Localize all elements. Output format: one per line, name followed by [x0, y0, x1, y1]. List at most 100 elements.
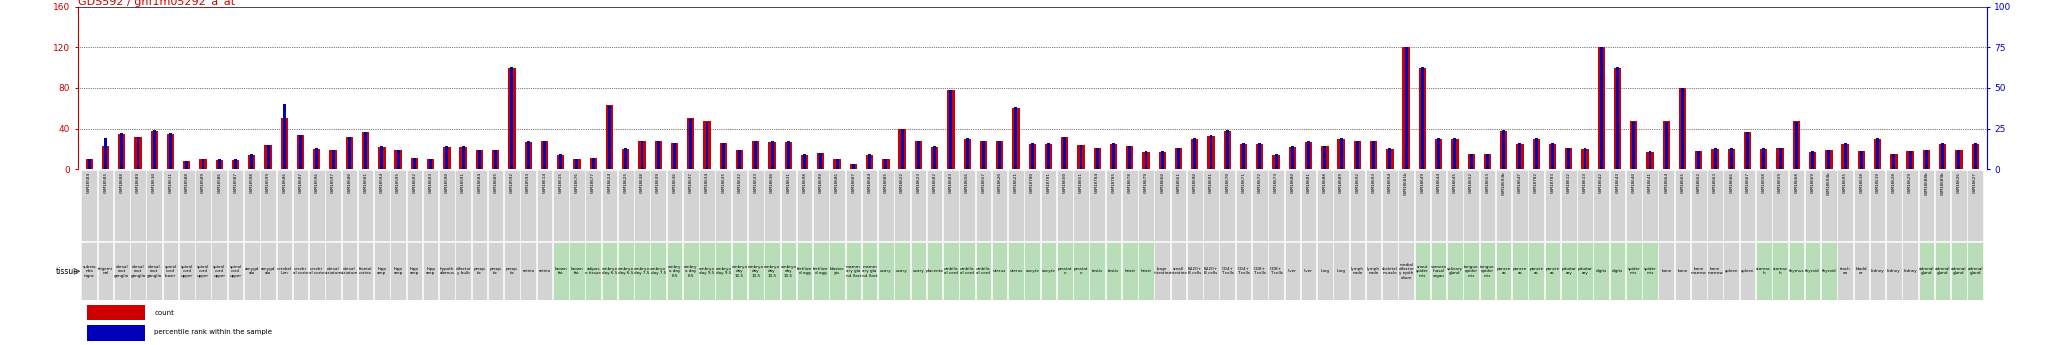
Bar: [1755, 243, 1772, 300]
Text: frontal
cortex: frontal cortex: [358, 267, 373, 275]
Bar: [682, 243, 698, 300]
Bar: [991, 243, 1008, 300]
Bar: [201, 159, 205, 169]
Bar: [1464, 243, 1479, 300]
Text: adipos
e tissue: adipos e tissue: [586, 267, 602, 275]
Bar: [412, 158, 418, 169]
Bar: [1739, 243, 1755, 300]
Text: adrenal
gland: adrenal gland: [1919, 267, 1933, 275]
Text: trach
ea: trach ea: [1839, 267, 1851, 275]
Text: GSM18643: GSM18643: [1616, 172, 1620, 193]
Bar: [655, 141, 662, 169]
Bar: [184, 161, 188, 169]
Bar: [88, 305, 145, 320]
Text: GSM18620: GSM18620: [997, 172, 1001, 193]
Bar: [1565, 148, 1573, 169]
Text: spleen: spleen: [1741, 269, 1755, 273]
Bar: [1382, 170, 1397, 241]
Bar: [1561, 243, 1577, 300]
Text: GSM18605: GSM18605: [494, 172, 498, 193]
Text: GSM18651: GSM18651: [1079, 172, 1083, 193]
Text: GSM18689b: GSM18689b: [1942, 172, 1946, 195]
Bar: [635, 243, 649, 300]
Bar: [797, 170, 813, 241]
Bar: [1698, 151, 1700, 169]
Bar: [1708, 170, 1722, 241]
Bar: [1403, 47, 1409, 169]
Bar: [211, 170, 227, 241]
Bar: [1729, 149, 1735, 169]
Bar: [459, 147, 467, 169]
Bar: [1599, 47, 1604, 169]
Text: snout
spider
mis: snout spider mis: [1415, 265, 1430, 278]
Text: GSM18604: GSM18604: [477, 172, 481, 193]
Bar: [1227, 130, 1229, 169]
Text: retina: retina: [522, 269, 535, 273]
Text: GSM18609: GSM18609: [135, 172, 139, 193]
Bar: [1241, 143, 1245, 169]
Text: hipp
amp: hipp amp: [426, 267, 436, 275]
Bar: [899, 128, 905, 169]
Bar: [1659, 243, 1673, 300]
Bar: [1731, 148, 1733, 169]
Text: uterus: uterus: [993, 269, 1006, 273]
Bar: [1305, 142, 1313, 169]
Bar: [573, 159, 582, 169]
Bar: [1616, 67, 1620, 169]
Bar: [1874, 139, 1882, 169]
Text: GSM18634: GSM18634: [705, 172, 709, 193]
Bar: [1014, 107, 1018, 169]
Bar: [1972, 144, 1978, 169]
Bar: [170, 134, 172, 169]
Text: preop
tic: preop tic: [473, 267, 485, 275]
Bar: [358, 170, 373, 241]
Bar: [1675, 243, 1690, 300]
Text: ovary: ovary: [897, 269, 907, 273]
Bar: [942, 243, 958, 300]
Text: CD4+
T cells: CD4+ T cells: [1237, 267, 1249, 275]
Bar: [1630, 121, 1638, 169]
Bar: [1837, 170, 1853, 241]
Text: GSM18584: GSM18584: [88, 172, 92, 193]
Text: embryo
day 6.5: embryo day 6.5: [602, 267, 618, 275]
Bar: [1974, 143, 1976, 169]
Text: embryo
day 6.5: embryo day 6.5: [618, 267, 633, 275]
Bar: [1024, 243, 1040, 300]
Text: olfactor
y bulb: olfactor y bulb: [455, 267, 471, 275]
Bar: [967, 138, 969, 169]
Text: ovary: ovary: [881, 269, 891, 273]
Text: pituitar
ary: pituitar ary: [1577, 267, 1593, 275]
Bar: [575, 159, 578, 169]
Text: GSM18639: GSM18639: [655, 172, 659, 193]
Bar: [553, 170, 569, 241]
Bar: [211, 243, 227, 300]
Text: spleen: spleen: [1724, 269, 1739, 273]
Bar: [1747, 132, 1749, 169]
Bar: [784, 142, 793, 169]
Bar: [1399, 243, 1413, 300]
Text: tongue
epider
mis: tongue epider mis: [1464, 265, 1479, 278]
Text: GSM18633: GSM18633: [754, 172, 758, 193]
Bar: [1503, 130, 1505, 169]
Text: spider
mis: spider mis: [1645, 267, 1657, 275]
Bar: [780, 170, 797, 241]
Bar: [293, 243, 309, 300]
Text: GSM18676: GSM18676: [575, 172, 580, 193]
Bar: [1145, 151, 1147, 169]
Text: GSM18692: GSM18692: [1356, 172, 1360, 193]
Bar: [1919, 170, 1933, 241]
Bar: [1952, 243, 1966, 300]
Bar: [850, 164, 856, 169]
Text: GSM18606: GSM18606: [283, 172, 287, 193]
Bar: [1272, 155, 1280, 169]
Bar: [1235, 243, 1251, 300]
Bar: [735, 150, 743, 169]
Bar: [455, 243, 471, 300]
Bar: [1468, 154, 1475, 169]
Bar: [915, 141, 922, 169]
Bar: [975, 243, 991, 300]
Bar: [397, 150, 399, 169]
Bar: [276, 243, 293, 300]
Bar: [668, 170, 682, 241]
Bar: [1073, 170, 1090, 241]
